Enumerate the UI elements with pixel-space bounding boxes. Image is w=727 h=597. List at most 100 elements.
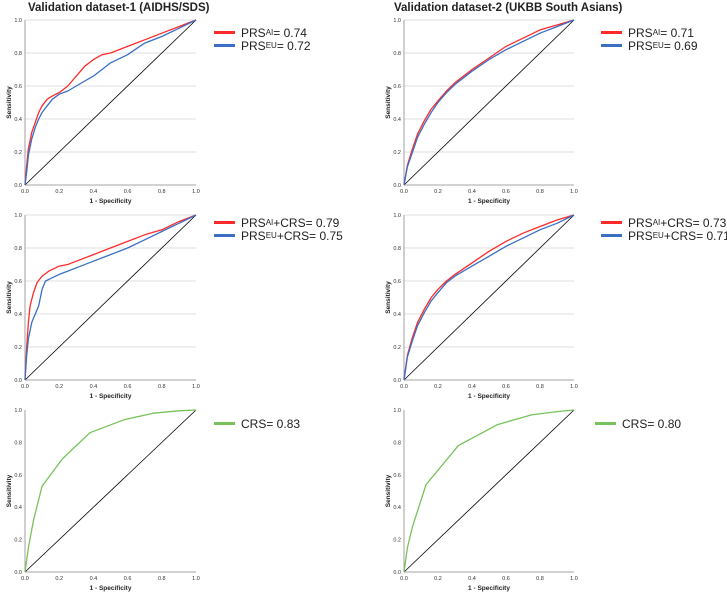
y-tick-label: 0.6 [14, 473, 22, 479]
legend-auc: = 0.73 [692, 215, 727, 230]
x-tick-label: 0.8 [536, 189, 544, 195]
legend-panel-2: PRS AI = 0.71 PRS EU = 0.69 [601, 25, 698, 53]
legend-base: PRS [628, 215, 653, 230]
x-tick-label: 0.4 [468, 576, 476, 582]
y-tick-label: 0.6 [14, 279, 22, 285]
x-tick-label: 0.2 [55, 576, 63, 582]
x-tick-label: 0.6 [124, 576, 132, 582]
y-tick-label: 0.2 [14, 345, 22, 351]
y-tick-label: 0.6 [393, 279, 401, 285]
x-tick-label: 0.0 [21, 384, 29, 390]
x-tick-label: 0.0 [400, 576, 408, 582]
legend-base: CRS [241, 416, 267, 431]
legend-sub: EU [265, 41, 277, 50]
y-axis-title: Sensitivity [385, 474, 392, 507]
legend-suffix: +CRS [660, 215, 693, 230]
legend-sub: AI [265, 218, 274, 227]
roc-curve-blue [24, 19, 197, 186]
x-axis-title: 1 - Specificity [468, 393, 510, 400]
roc-curve-red [24, 19, 197, 186]
legend-item: PRS EU +CRS = 0.75 [214, 228, 343, 243]
legend-swatch [601, 234, 622, 237]
legend-base: PRS [628, 25, 653, 40]
legend-swatch [601, 31, 622, 34]
reference-line [24, 409, 197, 573]
legend-auc: = 0.69 [663, 38, 698, 53]
legend-panel-6: CRS = 0.80 [595, 416, 682, 431]
roc-curve-red [403, 214, 575, 381]
legend-panel-3: PRS AI +CRS = 0.79 PRS EU +CRS = 0.75 [214, 215, 343, 243]
legend-panel-4: PRS AI +CRS = 0.73 PRS EU +CRS = 0.71 [601, 215, 727, 243]
y-axis-title: Sensitivity [6, 474, 13, 507]
y-tick-label: 0.2 [14, 538, 22, 544]
x-tick-label: 0.8 [158, 384, 166, 390]
y-tick-label: 0.0 [393, 378, 401, 384]
x-tick-label: 1.0 [570, 576, 578, 582]
legend-auc: = 0.72 [276, 38, 311, 53]
reference-line [403, 19, 575, 186]
y-tick-label: 0.8 [393, 440, 401, 446]
legend-auc: = 0.71 [696, 228, 727, 243]
x-tick-label: 0.2 [55, 384, 63, 390]
legend-base: PRS [628, 228, 653, 243]
legend-auc: = 0.80 [647, 416, 682, 431]
y-tick-label: 0.6 [393, 84, 401, 90]
x-tick-label: 0.6 [502, 384, 510, 390]
y-tick-label: 0.0 [14, 183, 22, 189]
legend-sub: EU [652, 41, 664, 50]
legend-panel-1: PRS AI = 0.74 PRS EU = 0.72 [214, 25, 311, 53]
y-tick-label: 0.4 [393, 117, 401, 123]
roc-curve-green [24, 409, 197, 573]
x-axis-title: 1 - Specificity [468, 585, 510, 592]
legend-item: PRS AI = 0.74 [214, 25, 311, 40]
x-axis-title: 1 - Specificity [468, 198, 510, 205]
legend-base: PRS [241, 38, 266, 53]
legend-auc: = 0.71 [660, 25, 694, 40]
x-tick-label: 0.6 [502, 189, 510, 195]
y-tick-label: 0.4 [14, 117, 22, 123]
roc-curve-red [24, 214, 197, 381]
y-tick-label: 0.2 [393, 150, 401, 156]
legend-swatch [601, 44, 622, 47]
y-tick-label: 0.6 [393, 473, 401, 479]
roc-curve-red [403, 19, 575, 186]
x-tick-label: 0.6 [124, 189, 132, 195]
y-tick-label: 0.4 [14, 312, 22, 318]
x-tick-label: 0.8 [158, 576, 166, 582]
x-tick-label: 0.0 [21, 576, 29, 582]
legend-swatch [214, 31, 235, 34]
y-tick-label: 0.2 [393, 345, 401, 351]
y-tick-label: 1.0 [14, 18, 22, 24]
y-tick-label: 0.8 [393, 51, 401, 57]
x-tick-label: 0.6 [502, 576, 510, 582]
x-tick-label: 0.0 [400, 189, 408, 195]
legend-swatch [214, 422, 235, 425]
legend-item: PRS AI = 0.71 [601, 25, 698, 40]
x-tick-label: 0.4 [90, 576, 98, 582]
legend-sub: EU [652, 231, 664, 240]
legend-auc: = 0.75 [309, 228, 343, 243]
legend-item: PRS EU = 0.72 [214, 38, 311, 53]
x-tick-label: 0.4 [468, 189, 476, 195]
x-tick-label: 0.2 [434, 189, 442, 195]
y-tick-label: 0.0 [393, 570, 401, 576]
legend-swatch [214, 221, 235, 224]
legend-sub: AI [652, 28, 661, 37]
y-tick-label: 0.8 [14, 440, 22, 446]
x-tick-label: 0.2 [434, 576, 442, 582]
roc-curve-green [403, 409, 575, 573]
y-axis-title: Sensitivity [385, 281, 392, 314]
x-tick-label: 1.0 [192, 189, 200, 195]
legend-base: PRS [241, 25, 266, 40]
legend-auc: = 0.74 [273, 25, 307, 40]
y-tick-label: 0.0 [14, 378, 22, 384]
reference-line [403, 214, 575, 381]
y-tick-label: 0.0 [393, 183, 401, 189]
legend-sub: EU [265, 231, 277, 240]
legend-swatch [214, 44, 235, 47]
x-tick-label: 1.0 [570, 384, 578, 390]
y-tick-label: 1.0 [393, 213, 401, 219]
reference-line [403, 409, 575, 573]
legend-auc: = 0.79 [305, 215, 340, 230]
